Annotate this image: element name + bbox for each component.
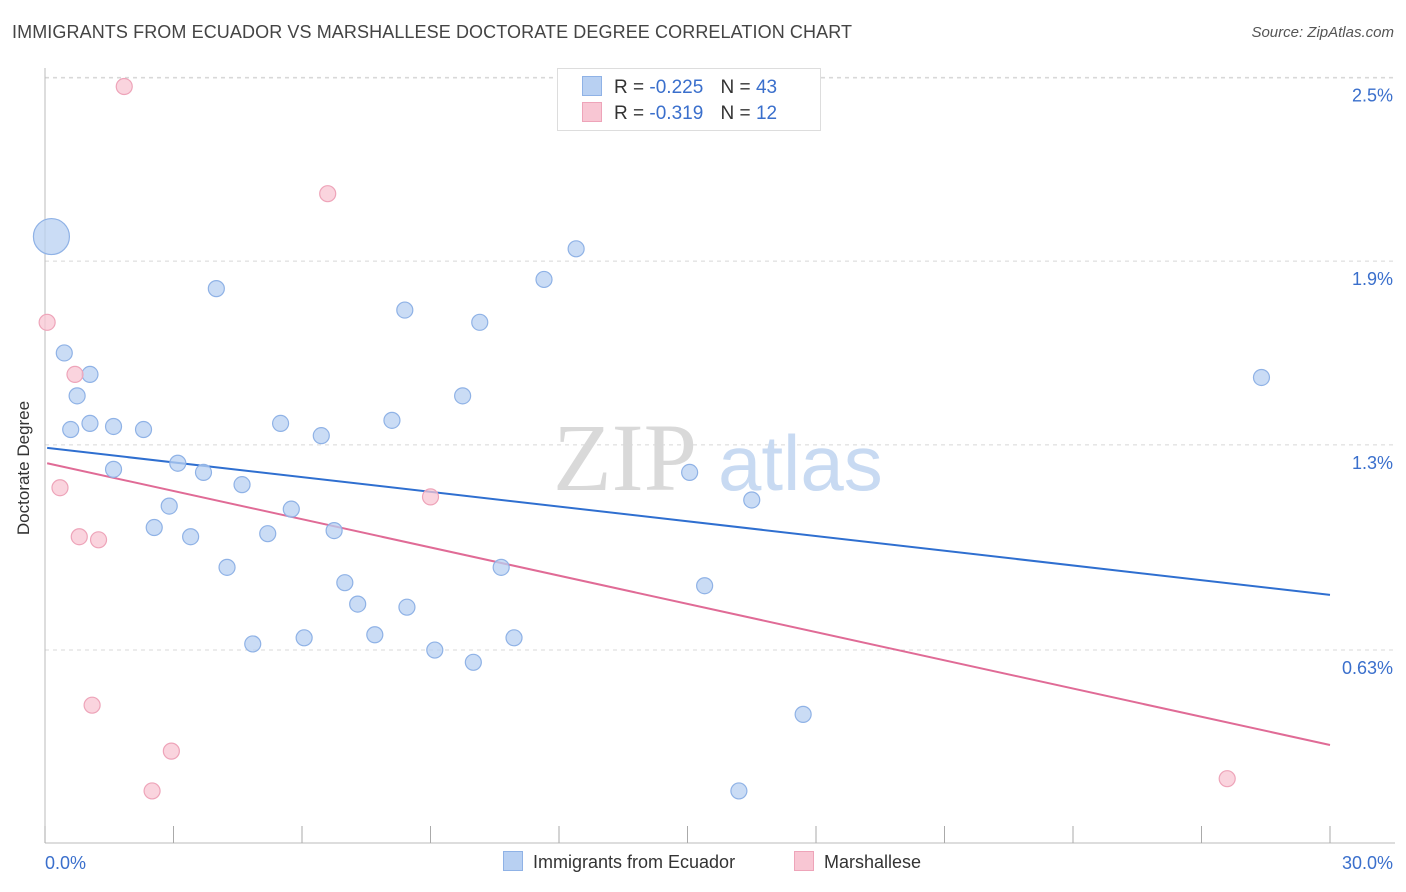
- data-point-blue: [505, 629, 523, 647]
- data-point-blue: [454, 387, 472, 405]
- y-tick-label: 0.63%: [1342, 658, 1393, 678]
- n-value: 43: [755, 77, 778, 98]
- data-point-blue: [349, 595, 367, 613]
- data-point-blue: [696, 577, 714, 595]
- tick-labels: 0.63% 1.3% 1.9% 2.5% 0.0% 30.0%: [45, 85, 1393, 873]
- data-point-blue: [55, 344, 73, 362]
- data-point-pink: [89, 531, 108, 549]
- data-point-blue: [194, 463, 213, 482]
- data-point-pink: [66, 365, 84, 383]
- data-point-blue: [282, 500, 300, 518]
- data-point-blue: [182, 528, 200, 546]
- data-point-blue: [464, 653, 482, 671]
- legend-label: Marshallese: [824, 852, 922, 872]
- axes: [44, 68, 1395, 844]
- data-point-blue: [68, 387, 86, 405]
- data-point-blue: [62, 420, 80, 439]
- data-point-blue: [218, 558, 236, 576]
- data-point-blue: [259, 525, 277, 543]
- data-point-blue: [271, 414, 290, 433]
- data-point-blue: [383, 411, 401, 429]
- chart-title: IMMIGRANTS FROM ECUADOR VS MARSHALLESE D…: [12, 22, 853, 42]
- data-point-blue: [567, 240, 585, 258]
- data-point-blue: [160, 497, 178, 515]
- data-point-blue: [134, 420, 153, 439]
- data-point-blue: [366, 626, 384, 644]
- data-point-pink: [143, 782, 161, 800]
- n-label: N =: [720, 103, 751, 124]
- data-point-blue: [325, 521, 343, 540]
- data-point-blue: [730, 782, 748, 800]
- legend-swatch-blue: [582, 76, 602, 96]
- legend-swatch-pink: [794, 851, 814, 871]
- data-point-pink: [1218, 770, 1236, 788]
- data-point-blue: [295, 629, 313, 647]
- y-tick-label: 1.9%: [1352, 269, 1393, 289]
- r-value: -0.225: [649, 77, 704, 98]
- n-label: N =: [720, 77, 751, 98]
- data-point-blue: [312, 427, 330, 445]
- data-point-blue: [32, 217, 71, 256]
- data-point-blue: [336, 574, 354, 592]
- data-point-blue: [81, 365, 99, 383]
- data-points: [32, 77, 1271, 800]
- data-point-pink: [319, 185, 337, 203]
- data-point-blue: [471, 313, 489, 331]
- y-axis-label: Doctorate Degree: [14, 400, 33, 536]
- x-tick-label-max: 30.0%: [1342, 853, 1393, 873]
- r-value: -0.319: [649, 103, 704, 124]
- grid-lines: [45, 76, 1395, 651]
- x-tick-label-min: 0.0%: [45, 853, 86, 873]
- source-label: Source: ZipAtlas.com: [1251, 24, 1394, 41]
- legend-row-ecuador: R = -0.225 N = 43: [582, 76, 777, 100]
- data-point-blue: [535, 270, 553, 289]
- legend-swatch-pink: [582, 102, 602, 122]
- n-value: 12: [755, 103, 778, 124]
- data-point-pink: [70, 528, 88, 546]
- data-point-blue: [104, 460, 123, 478]
- data-point-pink: [51, 479, 69, 497]
- watermark-zip: ZIP: [553, 404, 697, 511]
- legend-item-ecuador[interactable]: Immigrants from Ecuador: [503, 851, 735, 873]
- data-point-blue: [398, 598, 416, 616]
- correlation-legend: R = -0.225 N = 43 R = -0.319 N = 12: [557, 68, 821, 131]
- data-point-blue: [492, 558, 510, 576]
- trend-line-pink: [46, 462, 1331, 746]
- data-point-blue: [233, 476, 251, 494]
- data-point-blue: [426, 641, 444, 659]
- data-point-blue: [743, 491, 761, 509]
- data-point-blue: [145, 518, 163, 537]
- data-point-pink: [83, 696, 101, 714]
- legend-row-marshallese: R = -0.319 N = 12: [582, 102, 777, 126]
- legend-swatch-blue: [503, 851, 523, 871]
- r-label: R =: [614, 103, 645, 124]
- data-point-blue: [104, 417, 123, 436]
- data-point-pink: [38, 313, 56, 331]
- legend-label: Immigrants from Ecuador: [533, 852, 736, 872]
- y-tick-label: 2.5%: [1352, 85, 1393, 105]
- data-point-pink: [115, 77, 133, 96]
- data-point-pink: [162, 742, 180, 760]
- legend-item-marshallese[interactable]: Marshallese: [794, 851, 921, 873]
- trend-line-blue: [47, 446, 1331, 596]
- data-point-blue: [244, 635, 262, 653]
- watermark: ZIP atlas: [553, 404, 883, 511]
- trend-lines: [46, 446, 1331, 746]
- y-tick-label: 1.3%: [1352, 453, 1393, 473]
- watermark-atlas: atlas: [718, 419, 883, 507]
- data-point-blue: [396, 301, 414, 319]
- data-point-blue: [207, 280, 225, 298]
- data-point-blue: [681, 463, 699, 482]
- data-point-blue: [81, 414, 99, 433]
- data-point-pink: [421, 488, 440, 506]
- data-point-blue: [169, 454, 187, 472]
- r-label: R =: [614, 77, 645, 98]
- data-point-blue: [794, 705, 812, 723]
- data-point-blue: [1252, 368, 1271, 387]
- series-legend: Immigrants from Ecuador Marshallese: [0, 851, 1406, 879]
